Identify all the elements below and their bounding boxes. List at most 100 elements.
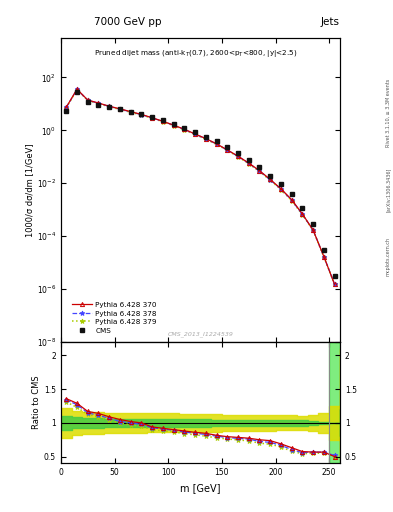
Pythia 6.428 370 — [311, 227, 316, 233]
Pythia 6.428 370 — [193, 131, 197, 137]
Pythia 6.428 378 — [160, 118, 165, 124]
Text: CMS_2013_I1224539: CMS_2013_I1224539 — [167, 332, 233, 337]
CMS — [300, 204, 305, 210]
Pythia 6.428 378 — [118, 106, 122, 112]
CMS — [246, 157, 251, 163]
CMS — [193, 129, 197, 135]
Text: Jets: Jets — [321, 16, 340, 27]
Pythia 6.428 378 — [246, 160, 251, 166]
Pythia 6.428 378 — [204, 136, 208, 142]
Pythia 6.428 370 — [75, 86, 79, 92]
CMS — [321, 247, 326, 253]
CMS — [311, 221, 316, 227]
X-axis label: m [GeV]: m [GeV] — [180, 483, 221, 493]
Pythia 6.428 378 — [182, 126, 187, 133]
CMS — [150, 114, 154, 120]
Pythia 6.428 378 — [193, 131, 197, 137]
Pythia 6.428 379 — [85, 97, 90, 103]
Line: Pythia 6.428 370: Pythia 6.428 370 — [64, 87, 337, 287]
Pythia 6.428 370 — [300, 211, 305, 217]
Pythia 6.428 379 — [128, 109, 133, 115]
CMS — [182, 125, 187, 131]
Pythia 6.428 378 — [257, 168, 262, 174]
Pythia 6.428 379 — [300, 211, 305, 218]
Pythia 6.428 370 — [204, 136, 208, 142]
Text: Pruned dijet mass (anti-k$_T$(0.7), 2600<p$_T$<800, |y|<2.5): Pruned dijet mass (anti-k$_T$(0.7), 2600… — [94, 48, 298, 58]
Pythia 6.428 378 — [85, 97, 90, 103]
Pythia 6.428 378 — [279, 186, 283, 192]
Pythia 6.428 370 — [64, 104, 69, 110]
CMS — [268, 173, 273, 179]
CMS — [332, 273, 337, 280]
Pythia 6.428 379 — [236, 154, 241, 160]
CMS — [64, 108, 69, 114]
Line: CMS: CMS — [64, 90, 337, 279]
Pythia 6.428 370 — [150, 115, 154, 121]
Pythia 6.428 378 — [171, 122, 176, 129]
Pythia 6.428 379 — [64, 104, 69, 111]
Pythia 6.428 378 — [96, 100, 101, 106]
Pythia 6.428 370 — [257, 167, 262, 174]
Y-axis label: 1000/σ dσ/dm [1/GeV]: 1000/σ dσ/dm [1/GeV] — [25, 143, 34, 237]
CMS — [214, 138, 219, 144]
Pythia 6.428 379 — [321, 254, 326, 260]
Pythia 6.428 379 — [75, 87, 79, 93]
Pythia 6.428 370 — [246, 160, 251, 166]
Pythia 6.428 370 — [171, 122, 176, 128]
CMS — [171, 121, 176, 127]
Pythia 6.428 379 — [257, 168, 262, 175]
Pythia 6.428 379 — [193, 132, 197, 138]
Pythia 6.428 378 — [236, 153, 241, 159]
Legend: Pythia 6.428 370, Pythia 6.428 378, Pythia 6.428 379, CMS: Pythia 6.428 370, Pythia 6.428 378, Pyth… — [70, 300, 158, 335]
Pythia 6.428 379 — [268, 177, 273, 183]
Pythia 6.428 379 — [139, 112, 144, 118]
Pythia 6.428 370 — [139, 112, 144, 118]
Y-axis label: Ratio to CMS: Ratio to CMS — [32, 376, 41, 430]
CMS — [128, 109, 133, 115]
CMS — [204, 134, 208, 140]
Pythia 6.428 378 — [64, 104, 69, 111]
CMS — [96, 101, 101, 108]
CMS — [279, 181, 283, 187]
Pythia 6.428 379 — [311, 227, 316, 233]
Pythia 6.428 379 — [160, 119, 165, 125]
Pythia 6.428 370 — [321, 253, 326, 260]
Pythia 6.428 379 — [204, 136, 208, 142]
Pythia 6.428 379 — [118, 106, 122, 113]
Pythia 6.428 370 — [214, 141, 219, 147]
Pythia 6.428 370 — [118, 106, 122, 112]
CMS — [118, 106, 122, 113]
Pythia 6.428 370 — [128, 109, 133, 115]
Pythia 6.428 378 — [289, 197, 294, 203]
Pythia 6.428 378 — [214, 141, 219, 147]
Pythia 6.428 378 — [75, 87, 79, 93]
CMS — [85, 99, 90, 105]
Pythia 6.428 370 — [332, 281, 337, 287]
CMS — [160, 117, 165, 123]
Pythia 6.428 370 — [160, 118, 165, 124]
Pythia 6.428 370 — [107, 103, 112, 109]
Pythia 6.428 378 — [150, 115, 154, 121]
CMS — [139, 112, 144, 118]
Pythia 6.428 370 — [225, 147, 230, 153]
Text: mcplots.cern.ch: mcplots.cern.ch — [386, 237, 391, 275]
Pythia 6.428 378 — [139, 112, 144, 118]
Pythia 6.428 379 — [150, 115, 154, 121]
Pythia 6.428 378 — [225, 147, 230, 153]
CMS — [236, 151, 241, 157]
Text: [arXiv:1306.3436]: [arXiv:1306.3436] — [386, 167, 391, 211]
Text: 7000 GeV pp: 7000 GeV pp — [94, 16, 162, 27]
Pythia 6.428 379 — [225, 147, 230, 154]
Bar — [329, 342, 340, 463]
Pythia 6.428 370 — [236, 153, 241, 159]
Pythia 6.428 370 — [96, 100, 101, 106]
Pythia 6.428 379 — [332, 281, 337, 287]
CMS — [107, 104, 112, 110]
Pythia 6.428 370 — [289, 197, 294, 203]
Pythia 6.428 370 — [279, 186, 283, 192]
Pythia 6.428 379 — [171, 122, 176, 129]
Pythia 6.428 379 — [107, 104, 112, 110]
Pythia 6.428 378 — [311, 227, 316, 233]
Pythia 6.428 378 — [128, 109, 133, 115]
CMS — [75, 89, 79, 95]
